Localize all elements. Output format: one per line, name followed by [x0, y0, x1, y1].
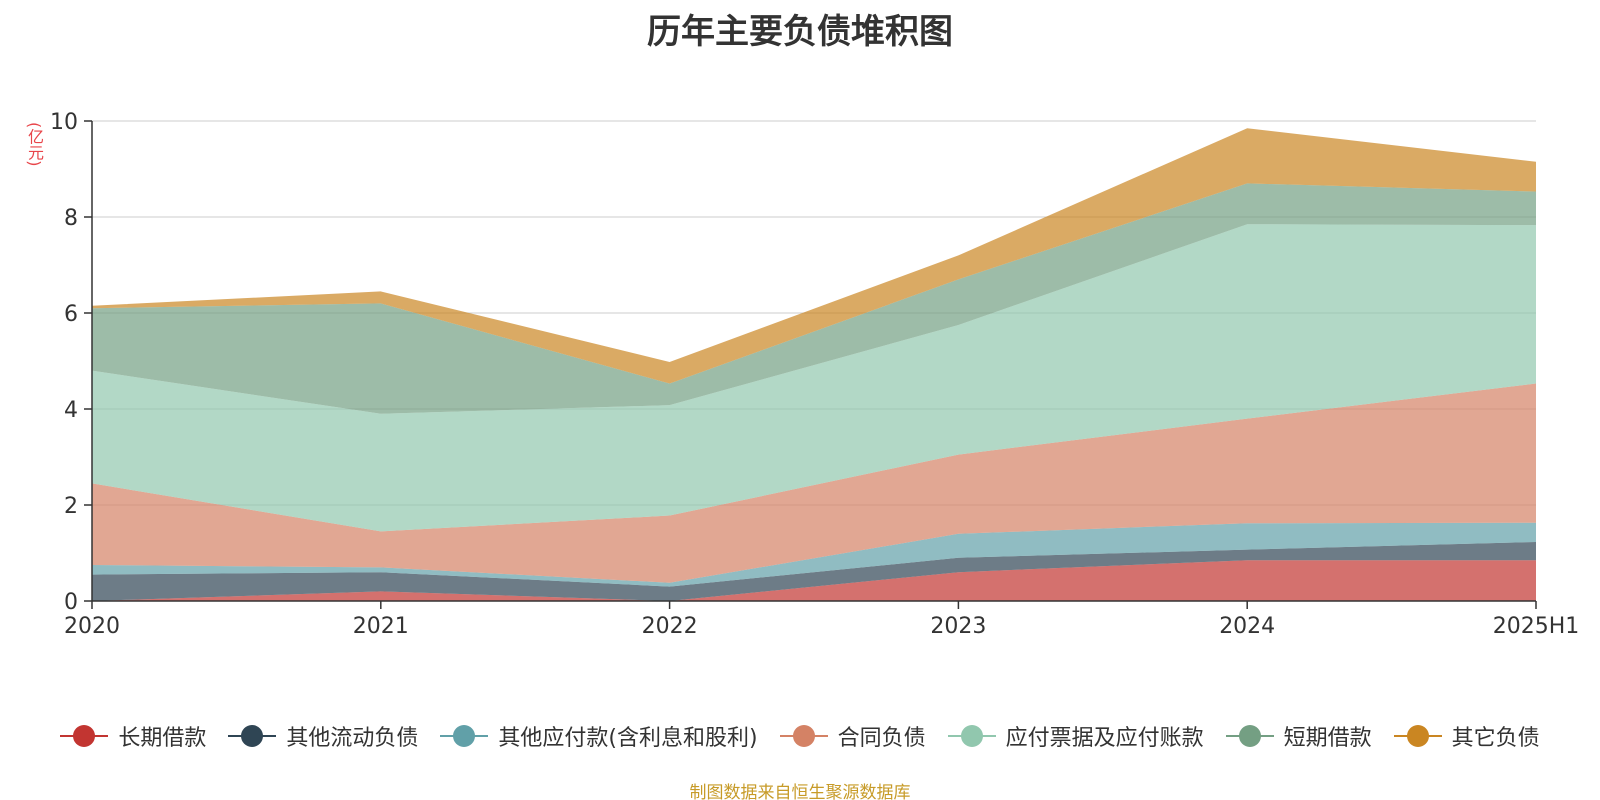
- y-tick-label-10: 10: [50, 110, 78, 135]
- legend-marker-icon: [60, 725, 109, 747]
- legend-marker-icon: [947, 725, 996, 747]
- legend-label: 其它负债: [1451, 726, 1540, 751]
- legend-item-7[interactable]: 其它负债: [1393, 720, 1540, 752]
- series-area-7: [92, 128, 1536, 384]
- legend-marker-icon: [440, 725, 489, 747]
- legend-label: 其他应付款(含利息和股利): [498, 726, 758, 751]
- x-tick-label-2021: 2021: [353, 614, 409, 639]
- x-tick-label-2024: 2024: [1219, 614, 1275, 639]
- source-note: 制图数据来自恒生聚源数据库: [689, 783, 911, 800]
- series-area-4: [92, 383, 1536, 583]
- legend-label: 合同负债: [837, 726, 926, 751]
- y-axis-unit-label: (亿元): [25, 122, 44, 167]
- y-tick-label-8: 8: [64, 206, 78, 231]
- legend-item-3[interactable]: 其他应付款(含利息和股利): [440, 720, 758, 752]
- series-area-1: [92, 560, 1536, 601]
- legend-item-5[interactable]: 应付票据及应付账款: [947, 720, 1204, 752]
- y-tick-label-0: 0: [64, 590, 78, 615]
- series-area-6: [92, 183, 1536, 414]
- chart-legend: 长期借款 其他流动负债 其他应付款(含利息和股利) 合同负债 应付票据及应付账款 短期借款…: [0, 716, 1600, 756]
- legend-label: 其他流动负债: [286, 726, 419, 751]
- y-tick-label-2: 2: [64, 494, 78, 519]
- x-tick-label-2022: 2022: [642, 614, 698, 639]
- legend-marker-icon: [1225, 725, 1274, 747]
- legend-item-6[interactable]: 短期借款: [1225, 720, 1372, 752]
- legend-marker-icon: [779, 725, 828, 747]
- y-tick-label-4: 4: [64, 398, 78, 423]
- x-tick-label-2025H1: 2025H1: [1493, 614, 1580, 639]
- chart-title: 历年主要负债堆积图: [647, 12, 953, 52]
- legend-label: 短期借款: [1283, 726, 1372, 751]
- legend-marker-icon: [228, 725, 277, 747]
- series-area-3: [92, 522, 1536, 587]
- legend-label: 应付票据及应付账款: [1005, 726, 1204, 751]
- legend-marker-icon: [1393, 725, 1442, 747]
- series-area-5: [92, 224, 1536, 532]
- legend-item-4[interactable]: 合同负债: [779, 720, 926, 752]
- y-tick-label-6: 6: [64, 302, 78, 327]
- legend-item-2[interactable]: 其他流动负债: [228, 720, 418, 752]
- legend-item-1[interactable]: 长期借款: [60, 720, 206, 752]
- series-area-2: [92, 541, 1536, 601]
- x-tick-label-2020: 2020: [64, 614, 120, 639]
- x-tick-label-2023: 2023: [930, 614, 986, 639]
- legend-label: 长期借款: [118, 726, 207, 751]
